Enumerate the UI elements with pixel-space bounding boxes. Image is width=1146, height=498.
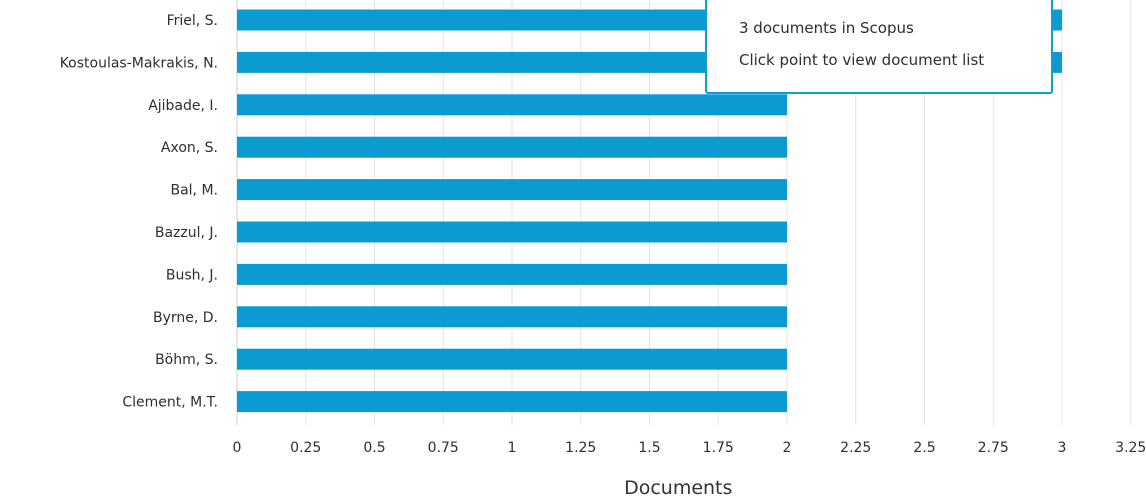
category-label: Kostoulas-Makrakis, N. [60, 55, 218, 71]
bar[interactable] [237, 179, 787, 201]
category-label: Byrne, D. [153, 310, 218, 326]
category-labels: Friel, S. Kostoulas-Makrakis, N. Ajibade, … [60, 13, 218, 411]
x-tick-label: 1 [508, 440, 517, 456]
x-tick-label: 0.75 [428, 440, 459, 456]
bar[interactable] [237, 263, 787, 285]
x-tick-label: 2 [783, 440, 792, 456]
category-label: Ajibade, I. [148, 98, 218, 114]
bar[interactable] [237, 136, 787, 158]
category-label: Bal, M. [170, 183, 218, 199]
category-label: Böhm, S. [155, 352, 218, 368]
bar[interactable] [237, 348, 787, 370]
x-tick-label: 1.25 [565, 440, 596, 456]
category-label: Bazzul, J. [155, 225, 218, 241]
x-tick-label: 2.5 [913, 440, 935, 456]
category-label: Friel, S. [167, 13, 218, 29]
x-axis-title: Documents [624, 477, 732, 498]
category-label: Clement, M.T. [122, 395, 218, 411]
x-tick-label: 1.75 [703, 440, 734, 456]
tooltip-documents-count: 3 documents in Scopus [739, 19, 914, 37]
x-tick-label: 2.25 [840, 440, 871, 456]
tooltip-click-hint: Click point to view document list [739, 51, 985, 69]
x-tick-label: 0.5 [363, 440, 385, 456]
x-tick-label: 1.5 [638, 440, 660, 456]
bar[interactable] [237, 94, 787, 116]
x-tick-label: 0.25 [290, 440, 321, 456]
x-tick-label: 3 [1058, 440, 1067, 456]
category-label: Bush, J. [166, 267, 218, 283]
bar-tooltip: 3 documents in Scopus Click point to vie… [705, 0, 1060, 94]
category-label: Axon, S. [161, 140, 218, 156]
x-tick-label: 3.25 [1115, 440, 1146, 456]
tooltip-pointer [1052, 14, 1060, 28]
bar[interactable] [237, 391, 787, 413]
x-tick-label: 2.75 [978, 440, 1009, 456]
bar[interactable] [237, 306, 787, 328]
x-tick-labels: 0 0.25 0.5 0.75 1 1.25 1.5 1.75 2 2.25 2.5 2.75 3 3.2… [233, 440, 1146, 456]
bar[interactable] [237, 221, 787, 243]
x-tick-label: 0 [233, 440, 242, 456]
